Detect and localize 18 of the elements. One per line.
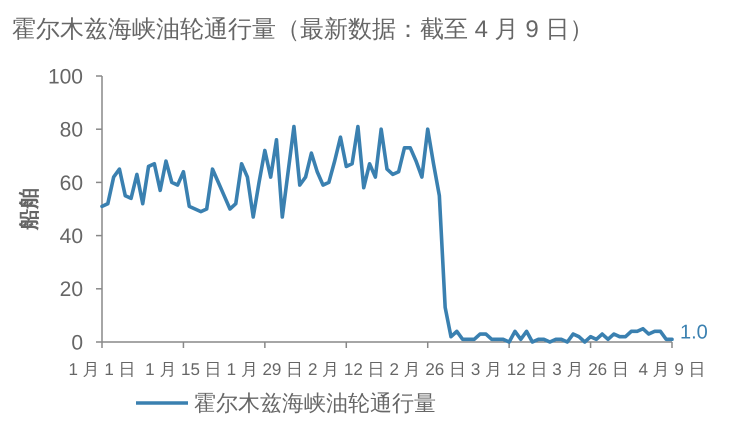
y-tick-label: 100	[48, 65, 83, 88]
x-tick-label: 2 月 12 日	[308, 360, 385, 379]
x-tick-label: 1 月 1 日	[68, 360, 136, 379]
legend-label: 霍尔木兹海峡油轮通行量	[194, 390, 436, 416]
y-tick-label: 0	[71, 331, 83, 354]
x-tick-label: 1 月 15 日	[145, 360, 222, 379]
y-tick-label: 20	[60, 278, 83, 302]
y-axis-title: 船舶	[18, 188, 41, 231]
x-tick-label: 2 月 26 日	[389, 360, 466, 379]
x-tick-label: 3 月 26 日	[552, 360, 629, 379]
data-label: 1.0	[680, 321, 708, 344]
y-tick-label: 40	[60, 224, 83, 248]
y-tick-label: 60	[60, 172, 83, 195]
x-tick-label: 4 月 9 日	[638, 360, 706, 379]
x-tick-label: 3 月 12 日	[470, 360, 548, 379]
x-tick-label: 1 月 29 日	[226, 360, 304, 379]
chart-title: 霍尔木兹海峡油轮通行量（最新数据：截至 4 月 9 日）	[12, 16, 594, 43]
y-tick-label: 80	[60, 118, 83, 142]
